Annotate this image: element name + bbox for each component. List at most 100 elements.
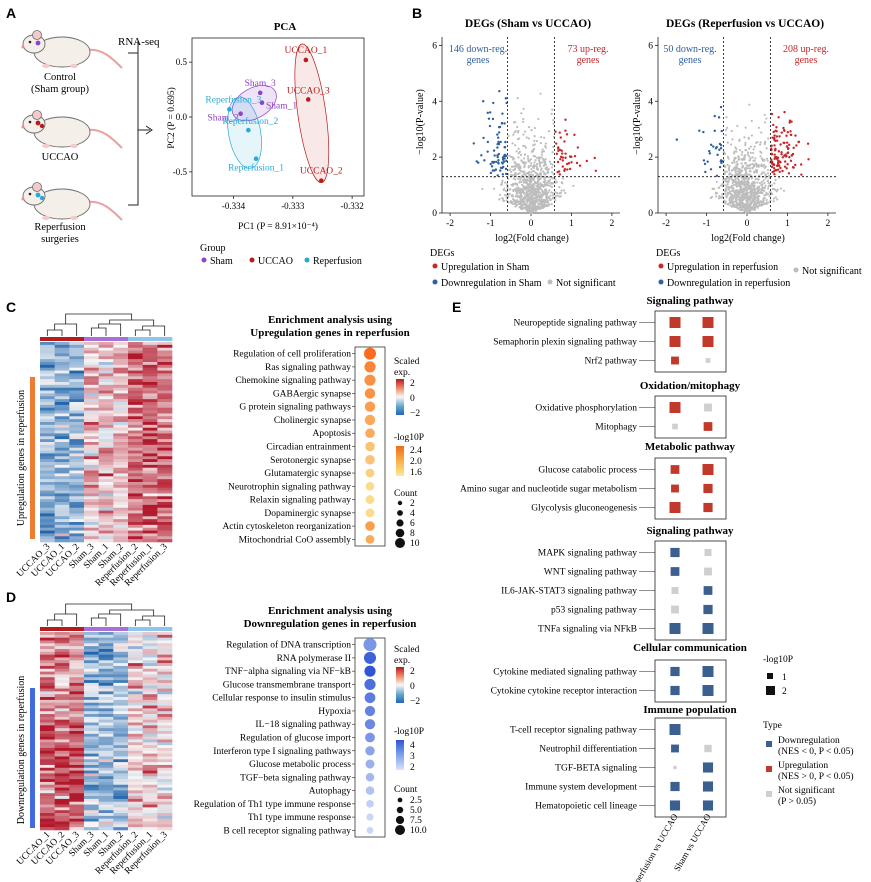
heatmap-cell — [54, 671, 70, 675]
pca-legend-label: Sham — [210, 256, 233, 267]
volcano-point-ns — [749, 197, 752, 200]
volcano-point-ns — [715, 180, 718, 184]
volcano-point-ns — [514, 144, 517, 147]
volcano-point-ns — [521, 207, 524, 211]
heatmap-cell — [54, 759, 70, 763]
heatmap-cell — [157, 682, 173, 687]
volcano-point-up — [564, 152, 567, 155]
heatmap-cell — [142, 736, 158, 740]
volcano-point-ns — [728, 164, 731, 168]
enrich-c-title-2: Upregulation genes in reperfusion — [250, 327, 409, 339]
heatmap-cell — [142, 499, 158, 503]
heatmap-cell — [142, 677, 158, 681]
volcano-point-down — [496, 155, 499, 159]
heatmap-cell — [157, 396, 173, 400]
volcano-point-ns — [539, 169, 542, 172]
heatmap-cell — [69, 753, 85, 757]
volcano-xtick-label: 2 — [610, 219, 615, 229]
heatmap-cell — [54, 493, 70, 497]
volcano-point-ns — [741, 191, 744, 194]
heatmap-cell — [54, 487, 70, 491]
heatmap-cell — [69, 507, 85, 511]
pca-legend-marker — [249, 257, 255, 263]
heatmap-cell — [54, 436, 70, 440]
volcano-point-ns — [759, 141, 762, 144]
heatmap-cell — [40, 793, 55, 797]
heatmap-cell — [142, 716, 158, 720]
volcano-point-ns — [734, 169, 737, 172]
volcano-point-ns — [558, 186, 561, 189]
heatmap-cell — [113, 507, 129, 511]
volcano-point-up — [785, 134, 788, 137]
heatmap-cell — [113, 444, 129, 449]
heatmap-cell — [54, 439, 70, 443]
heatmap-cell — [157, 510, 173, 514]
heatmap-cell — [157, 699, 173, 704]
heatmap-cell — [142, 702, 158, 706]
gsea-legend-down-2: (NES < 0, P < 0.05) — [778, 746, 854, 757]
volcano-point-ns — [776, 198, 779, 201]
volcano-point-ns — [551, 108, 554, 111]
heatmap-cell — [69, 821, 85, 825]
heatmap-cell — [113, 705, 129, 709]
heatmap-cell — [54, 530, 70, 534]
volcano-point-up — [779, 143, 782, 146]
volcano-point-ns — [749, 151, 752, 154]
volcano-point-ns — [532, 187, 535, 190]
volcano-point-ns — [723, 192, 727, 195]
volcano-point-ns — [519, 178, 522, 181]
volcano-point-up — [563, 169, 566, 172]
volcano-point-ns — [511, 184, 514, 187]
volcano-point-ns — [759, 200, 762, 203]
heatmap-cell — [142, 790, 158, 794]
volcano-point-down — [497, 142, 500, 146]
heatmap-cell — [113, 382, 129, 386]
heatmap-cell — [142, 536, 158, 540]
heatmap-cell — [54, 456, 70, 460]
volcano-point-ns — [560, 181, 563, 184]
volcano-point-ns — [533, 182, 537, 185]
heatmap-cell — [54, 519, 70, 523]
heatmap-cell — [128, 651, 143, 655]
volcano-right-up-label-1: 208 up-reg. — [783, 44, 829, 55]
volcano-point-ns — [481, 187, 484, 190]
volcano-point-ns — [502, 188, 505, 192]
volcano-point-down — [708, 149, 711, 153]
heatmap-cell — [128, 470, 143, 474]
heatmap-cell — [69, 444, 85, 449]
mouse-label-reperfusion-2: surgeries — [41, 234, 79, 245]
count-legend-dot — [395, 815, 405, 825]
volcano-point-ns — [520, 112, 523, 115]
heatmap-cell — [54, 787, 70, 791]
heatmap-cell — [98, 450, 114, 454]
volcano-point-ns — [725, 116, 728, 119]
dendrogram-branch — [134, 329, 151, 336]
heatmap-cell — [84, 798, 99, 803]
heatmap-cell — [98, 402, 114, 406]
heatmap-cell — [142, 522, 158, 526]
volcano-point-up — [789, 130, 792, 133]
heatmap-cell — [40, 447, 55, 451]
enrich-term-label: Regulation of Th1 type immune response — [194, 799, 351, 810]
heatmap-cell — [54, 776, 70, 780]
heatmap-cell — [40, 479, 55, 483]
gsea-term-label: Cytokine mediated signaling pathway — [493, 668, 637, 678]
heatmap-cell — [98, 470, 114, 474]
heatmap-cell — [142, 745, 158, 749]
count-legend-label: 10.0 — [410, 826, 427, 836]
gsea-term-label: Glucose catabolic process — [538, 466, 637, 476]
heatmap-cell — [98, 697, 114, 701]
heatmap-cell — [54, 773, 70, 777]
mouse-tail — [86, 200, 123, 221]
gsea-square — [670, 685, 680, 696]
heatmap-cell — [142, 419, 158, 423]
volcano-point-up — [568, 167, 572, 171]
heatmap-cell — [69, 699, 85, 704]
volcano-point-ns — [523, 173, 526, 176]
volcano-point-ns — [763, 181, 766, 185]
volcano-point-ns — [554, 195, 557, 198]
heatmap-cell — [69, 807, 85, 811]
volcano-point-down — [505, 159, 508, 163]
volcano-point-ns — [528, 185, 531, 188]
volcano-point-ns — [517, 172, 520, 176]
